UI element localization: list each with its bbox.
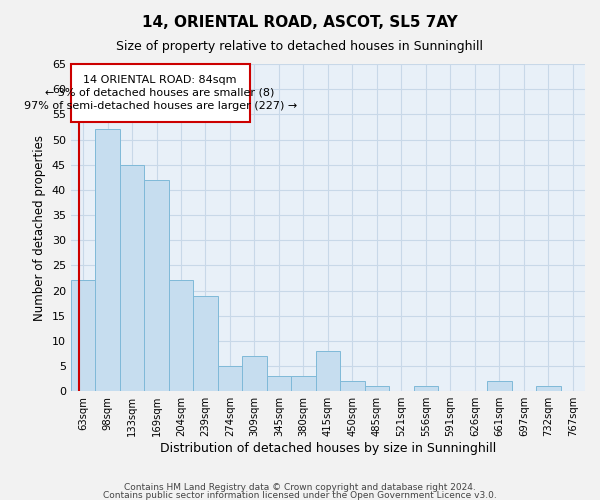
Y-axis label: Number of detached properties: Number of detached properties [33, 134, 46, 320]
Text: 14, ORIENTAL ROAD, ASCOT, SL5 7AY: 14, ORIENTAL ROAD, ASCOT, SL5 7AY [142, 15, 458, 30]
Bar [413, 386, 438, 391]
Bar [487, 381, 512, 391]
Bar [120, 164, 144, 391]
Bar [340, 381, 365, 391]
Bar [144, 180, 169, 391]
FancyBboxPatch shape [71, 64, 250, 122]
Bar [169, 280, 193, 391]
Text: 14 ORIENTAL ROAD: 84sqm
← 3% of detached houses are smaller (8)
97% of semi-deta: 14 ORIENTAL ROAD: 84sqm ← 3% of detached… [23, 74, 297, 111]
Bar [365, 386, 389, 391]
Text: Contains HM Land Registry data © Crown copyright and database right 2024.: Contains HM Land Registry data © Crown c… [124, 484, 476, 492]
Bar [536, 386, 560, 391]
Bar [95, 130, 120, 391]
Text: Contains public sector information licensed under the Open Government Licence v3: Contains public sector information licen… [103, 490, 497, 500]
X-axis label: Distribution of detached houses by size in Sunninghill: Distribution of detached houses by size … [160, 442, 496, 455]
Text: Size of property relative to detached houses in Sunninghill: Size of property relative to detached ho… [116, 40, 484, 53]
Bar [242, 356, 266, 391]
Bar [218, 366, 242, 391]
Bar [316, 351, 340, 391]
Bar [193, 296, 218, 391]
Bar [71, 280, 95, 391]
Bar [266, 376, 291, 391]
Bar [291, 376, 316, 391]
